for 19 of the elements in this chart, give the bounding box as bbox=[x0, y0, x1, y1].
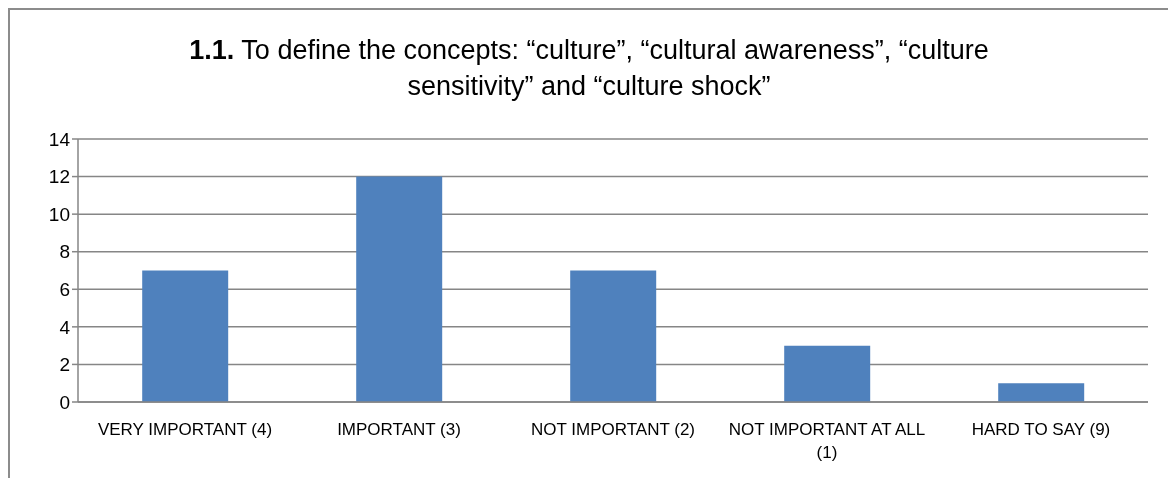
bar bbox=[356, 176, 443, 402]
bar bbox=[570, 270, 657, 402]
x-tick-label: NOT IMPORTANT (2) bbox=[530, 420, 696, 440]
x-tick-label: IMPORTANT (3) bbox=[337, 420, 461, 440]
chart-title: 1.1. To define the concepts: “culture”, “cultural awareness”, “culture sensitivity” and “culture shock” bbox=[189, 35, 989, 101]
bar bbox=[142, 270, 229, 402]
y-tick-label: 2 bbox=[59, 354, 70, 376]
y-tick-label: 4 bbox=[59, 316, 71, 338]
y-tick-label: 0 bbox=[59, 391, 70, 413]
bar bbox=[998, 383, 1085, 402]
x-tick-label: HARD TO SAY (9) bbox=[971, 420, 1111, 440]
y-tick-label: 8 bbox=[59, 241, 70, 263]
y-tick-label: 12 bbox=[48, 166, 70, 188]
x-tick-label: VERY IMPORTANT (4) bbox=[97, 420, 273, 440]
y-tick-label: 6 bbox=[59, 279, 70, 301]
y-tick-label: 14 bbox=[48, 128, 71, 150]
y-tick-label: 10 bbox=[48, 203, 70, 225]
bar bbox=[784, 345, 871, 402]
x-tick-label: NOT IMPORTANT AT ALL (1) bbox=[728, 420, 926, 463]
